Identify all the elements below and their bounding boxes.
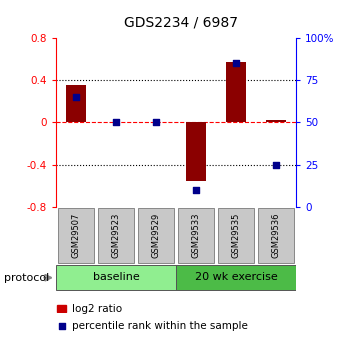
Bar — [57, 305, 66, 312]
Bar — [97, 208, 134, 263]
Bar — [258, 208, 295, 263]
Bar — [266, 120, 286, 122]
Text: baseline: baseline — [92, 272, 139, 282]
Point — [273, 162, 279, 167]
Bar — [56, 265, 176, 290]
Point — [113, 120, 119, 125]
Text: GDS2234 / 6987: GDS2234 / 6987 — [123, 16, 238, 29]
Text: GSM29536: GSM29536 — [271, 213, 280, 258]
Text: log2 ratio: log2 ratio — [72, 304, 122, 314]
Text: GSM29507: GSM29507 — [71, 213, 81, 258]
Point — [153, 120, 159, 125]
Text: GSM29529: GSM29529 — [152, 213, 161, 258]
Bar — [178, 208, 214, 263]
Bar — [138, 208, 174, 263]
Text: GSM29533: GSM29533 — [191, 213, 200, 258]
Point — [73, 94, 79, 100]
Bar — [186, 122, 206, 180]
Bar — [226, 62, 246, 122]
Text: 20 wk exercise: 20 wk exercise — [195, 272, 277, 282]
Point — [233, 60, 239, 66]
Text: GSM29523: GSM29523 — [112, 213, 121, 258]
Bar — [218, 208, 255, 263]
Text: percentile rank within the sample: percentile rank within the sample — [72, 321, 248, 331]
Bar — [57, 208, 94, 263]
Point — [193, 187, 199, 193]
Text: protocol: protocol — [4, 273, 49, 283]
Bar — [176, 265, 296, 290]
Point — [59, 323, 65, 328]
Bar — [66, 86, 86, 122]
Text: GSM29535: GSM29535 — [231, 213, 240, 258]
